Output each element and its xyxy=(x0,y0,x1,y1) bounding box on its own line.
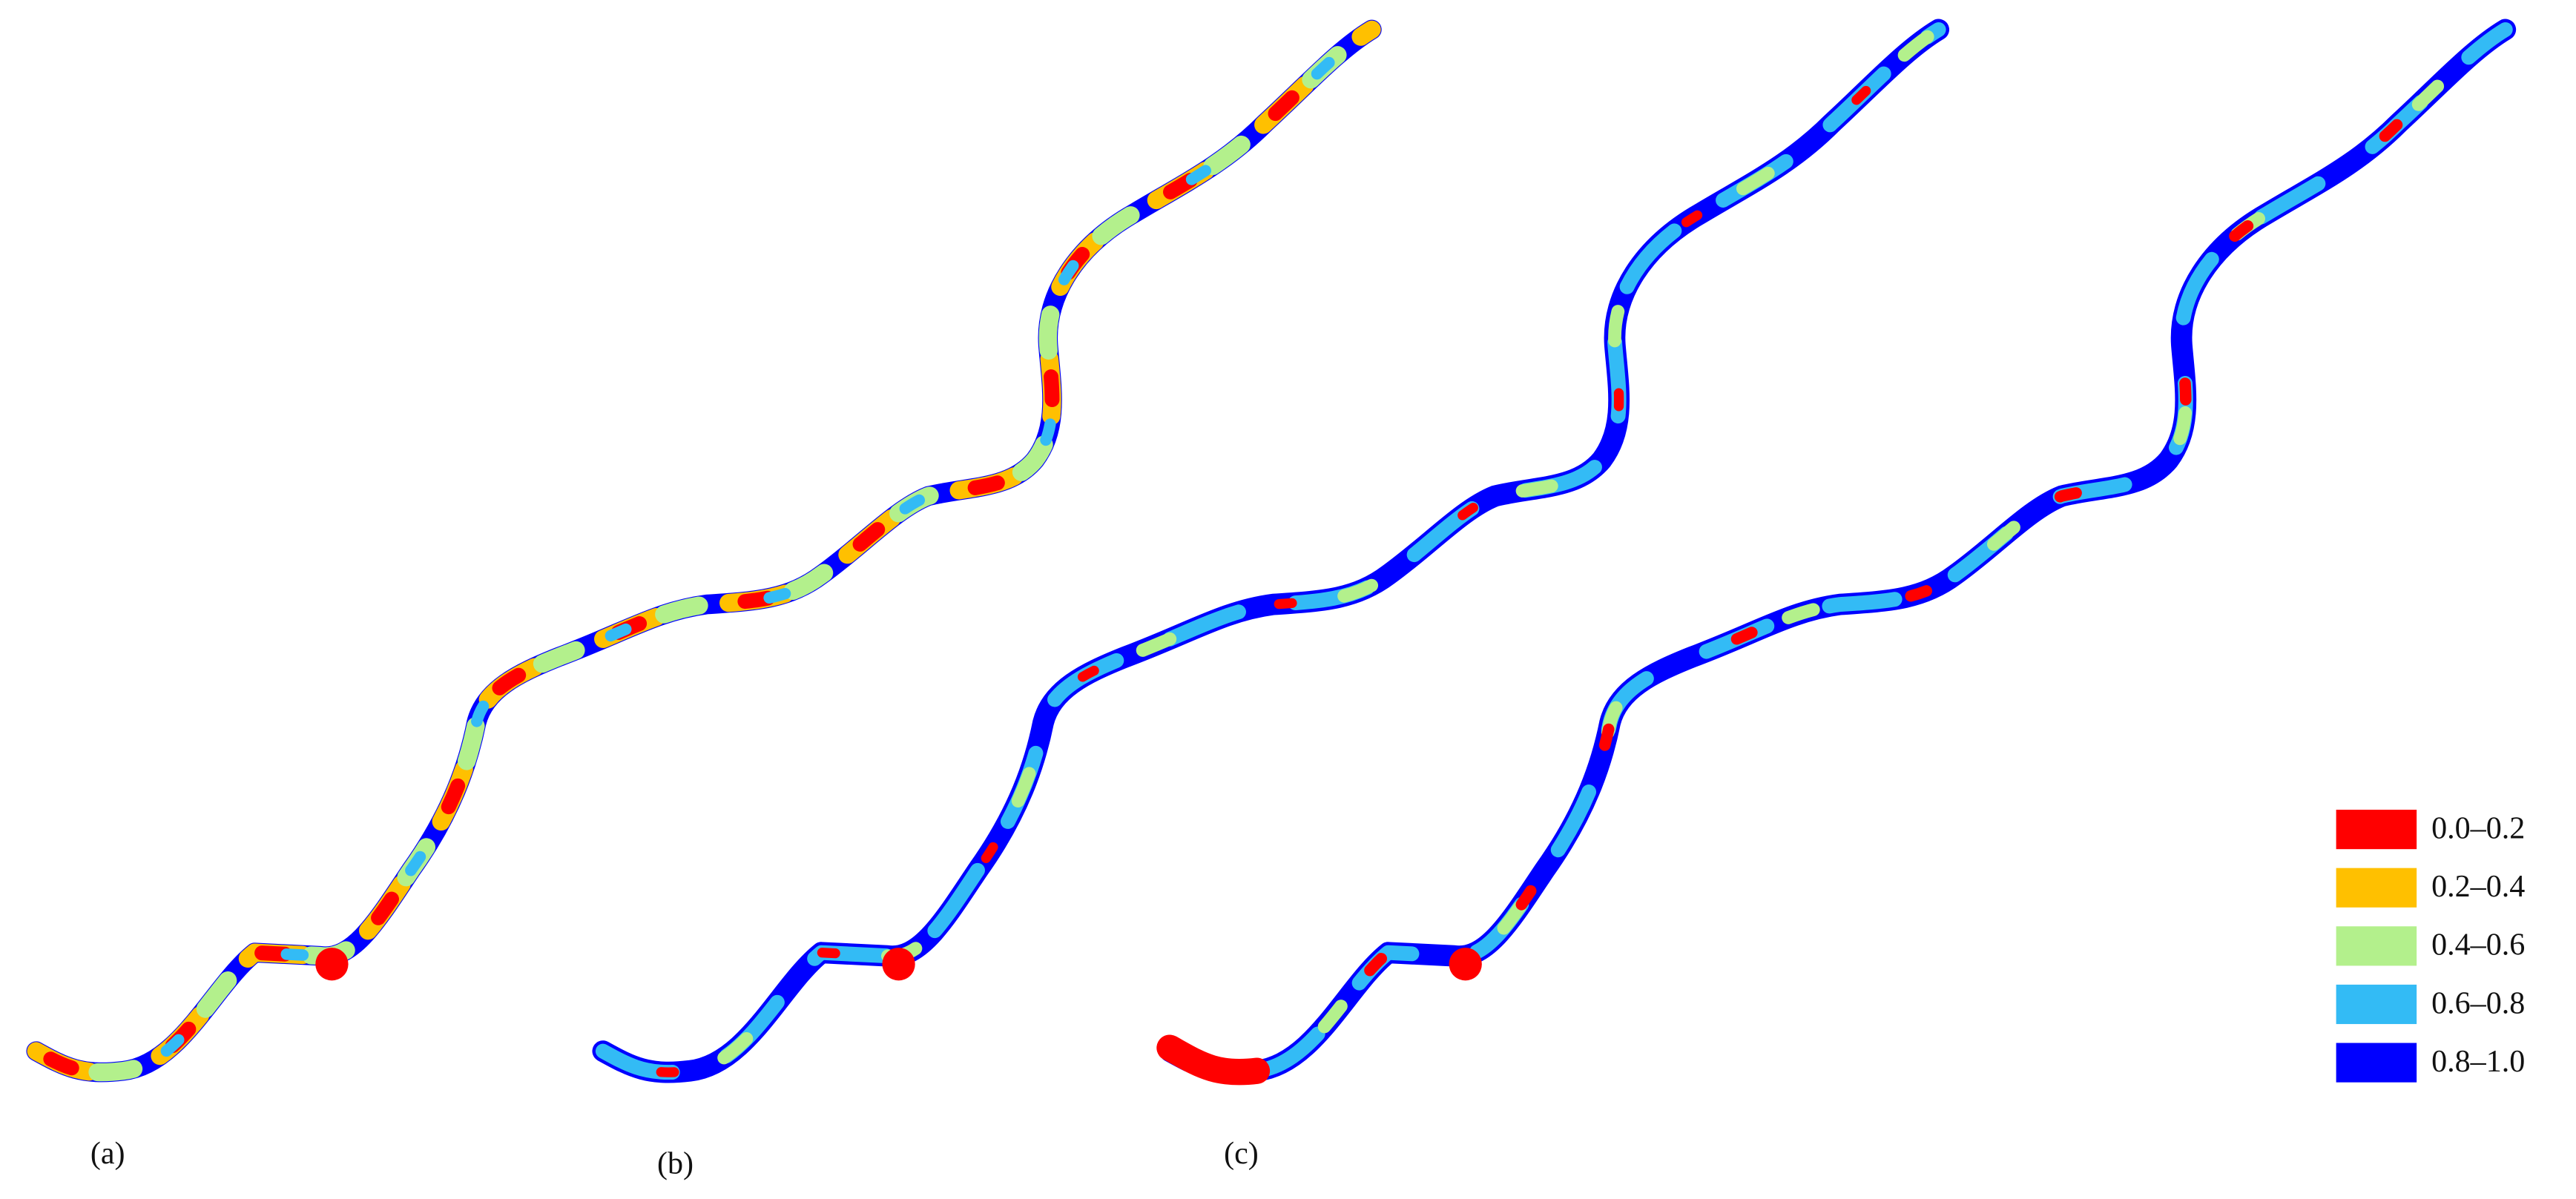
river-pool xyxy=(1449,948,1482,981)
river-class-overlay xyxy=(603,30,1939,1072)
river-panel-c xyxy=(1156,30,2506,1086)
river-pool xyxy=(315,948,349,981)
legend: 0.0–0.2 0.2–0.4 0.4–0.6 0.6–0.8 0.8–1.0 xyxy=(2336,810,2525,1083)
river-class-overlay xyxy=(36,30,1372,1072)
panel-label: (b) xyxy=(657,1146,694,1180)
legend-label: 0.6–0.8 xyxy=(2431,986,2525,1020)
legend-swatch xyxy=(2336,810,2417,850)
legend-label: 0.4–0.6 xyxy=(2431,928,2525,962)
legend-label: 0.8–1.0 xyxy=(2431,1045,2525,1079)
legend-swatch xyxy=(2336,1043,2417,1083)
legend-swatch xyxy=(2336,984,2417,1025)
legend-label: 0.0–0.2 xyxy=(2431,811,2525,845)
panel-label: (a) xyxy=(90,1137,125,1171)
river-panel-b xyxy=(603,30,1939,1072)
legend-label: 0.2–0.4 xyxy=(2431,870,2525,904)
panel-label: (c) xyxy=(1224,1137,1259,1171)
river-panel-a xyxy=(36,30,1372,1072)
river-pool xyxy=(882,948,915,981)
river-class-overlay xyxy=(1156,1034,1271,1086)
river-class-overlay xyxy=(1170,30,2506,1072)
legend-swatch xyxy=(2336,926,2417,966)
legend-swatch xyxy=(2336,868,2417,908)
